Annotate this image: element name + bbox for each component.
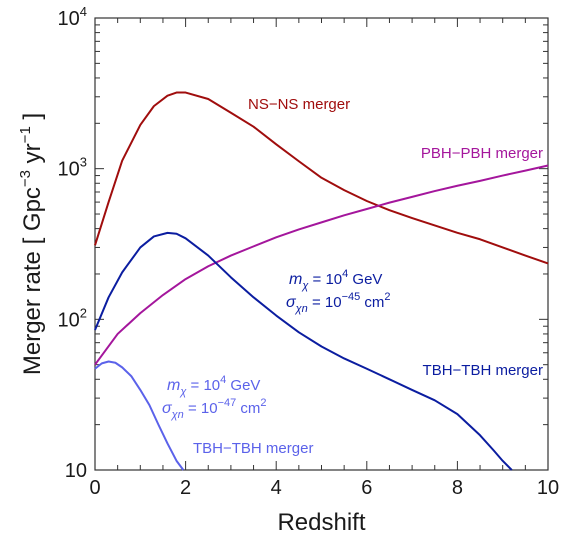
- y-tick-label: 104: [58, 4, 87, 30]
- y-axis-title: Merger rate [ Gpc−3 yr−1 ]: [17, 113, 46, 375]
- series-tbh-47-line: [94, 360, 185, 471]
- x-tick-label: 8: [452, 477, 463, 499]
- annot-tbh-45-mass-unit: GeV: [348, 271, 382, 288]
- annot-tbh-47-cross-section-exponent: −47: [218, 397, 237, 409]
- annot-tbh-45-cross-section-unit-exponent: 2: [384, 291, 390, 303]
- axis-titles: Redshift Merger rate [ Gpc−3 yr−1 ]: [17, 113, 366, 536]
- x-tick-label: 10: [537, 477, 559, 499]
- y-tick-exponent: 4: [80, 4, 87, 19]
- annot-tbh-45-cross-section-unit: cm: [360, 294, 384, 311]
- x-tick-label: 4: [271, 477, 282, 499]
- series-tbh-47: [94, 360, 185, 471]
- series-tbh-45: [94, 231, 513, 471]
- y-tick-exponent: 2: [80, 305, 87, 320]
- annot-tbh-47-cross-section-unit: cm: [236, 400, 260, 417]
- annot-tbh-47-cross-section-unit-exponent: 2: [260, 397, 266, 409]
- annot-tbh-45-mass-symbol: m: [289, 271, 302, 288]
- annot-tbh-47-mass-equals: = 10: [186, 377, 220, 394]
- y-axis-title-exp1: −3: [17, 170, 34, 187]
- annot-tbh-47-mass-symbol: m: [167, 377, 180, 394]
- y-tick-label: 102: [58, 305, 87, 331]
- series-ns-ns-line: [94, 91, 549, 265]
- annot-tbh-45-cross-section-symbol: σ: [286, 294, 297, 311]
- annot-tbh-45-cross-section: σχn = 10−45 cm2: [286, 291, 391, 315]
- annot-tbh-45-cross-section-equals: = 10: [308, 294, 342, 311]
- series-tbh-45-line: [94, 231, 513, 471]
- x-axis-title: Redshift: [277, 509, 365, 536]
- label-ns-ns: NS−NS merger: [248, 96, 350, 113]
- label-tbh-47: TBH−TBH merger: [193, 440, 313, 457]
- annotation-layer: NS−NS merger PBH−PBH merger TBH−TBH merger…: [162, 96, 543, 457]
- annot-tbh-47-cross-section: σχn = 10−47 cm2: [162, 397, 267, 421]
- annot-tbh-45-mass-exponent: 4: [342, 268, 348, 280]
- x-tick-label: 6: [361, 477, 372, 499]
- y-tick-label: 10: [65, 460, 87, 482]
- series-ns-ns: [94, 91, 549, 265]
- y-axis-title-end: ]: [19, 113, 46, 126]
- annot-tbh-45-mass: mχ = 104 GeV: [289, 268, 382, 292]
- series-pbh-pbh: [94, 164, 549, 366]
- y-tick-base: 10: [58, 8, 80, 30]
- y-axis-title-yr: yr: [19, 143, 46, 170]
- y-tick-exponent: 3: [80, 155, 87, 170]
- x-tick-label: 0: [89, 477, 100, 499]
- y-tick-base: 10: [58, 159, 80, 181]
- annot-tbh-47-mass-subscript: χ: [179, 386, 187, 398]
- y-tick-label: 103: [58, 155, 87, 181]
- annot-tbh-47-mass-unit: GeV: [226, 377, 260, 394]
- series-pbh-pbh-line: [94, 164, 549, 366]
- label-pbh-pbh: PBH−PBH merger: [421, 145, 543, 162]
- y-axis-title-exp2: −1: [17, 126, 34, 143]
- y-tick-base: 10: [58, 309, 80, 331]
- annot-tbh-47-cross-section-subscript: χn: [171, 409, 184, 421]
- series-layer: [94, 91, 549, 471]
- annot-tbh-45-mass-subscript: χ: [301, 280, 309, 292]
- x-tick-label: 2: [180, 477, 191, 499]
- annot-tbh-47-cross-section-symbol: σ: [162, 400, 173, 417]
- annot-tbh-47-cross-section-equals: = 10: [184, 400, 218, 417]
- label-tbh-45: TBH−TBH merger: [423, 362, 543, 379]
- annot-tbh-47-mass-exponent: 4: [220, 374, 226, 386]
- y-axis-title-main: Merger rate [ Gpc: [19, 187, 46, 375]
- annot-tbh-45-cross-section-exponent: −45: [342, 291, 361, 303]
- y-tick-base: 10: [65, 460, 87, 482]
- annot-tbh-47-mass: mχ = 104 GeV: [167, 374, 260, 398]
- annot-tbh-45-mass-equals: = 10: [308, 271, 342, 288]
- annot-tbh-45-cross-section-subscript: χn: [295, 303, 308, 315]
